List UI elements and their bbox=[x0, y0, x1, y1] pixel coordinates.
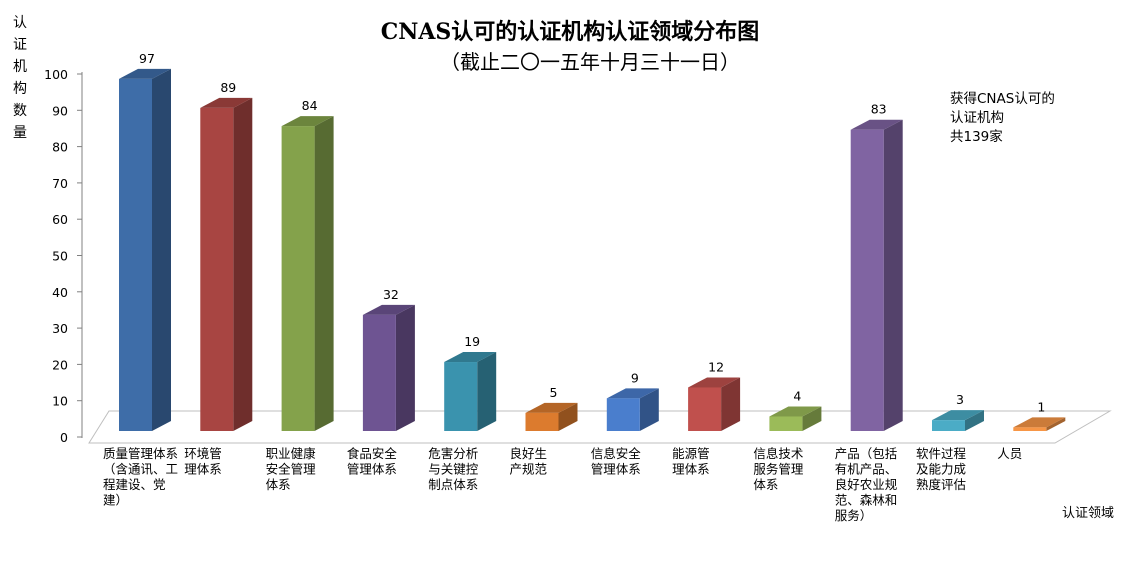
data-label: 83 bbox=[871, 102, 887, 117]
bar-side bbox=[802, 406, 822, 431]
y-tick-label: 20 bbox=[52, 357, 68, 372]
y-axis-label: 认证机构数量 bbox=[13, 15, 27, 141]
data-label: 32 bbox=[383, 287, 399, 302]
data-label: 89 bbox=[220, 80, 236, 95]
category-label: 信息安全管理体系 bbox=[591, 446, 642, 477]
bar bbox=[200, 107, 234, 432]
bar-side bbox=[152, 68, 171, 431]
category-label: 软件过程及能力成熟度评估 bbox=[916, 446, 967, 492]
category-label: 人员 bbox=[997, 446, 1022, 461]
data-label: 97 bbox=[139, 51, 155, 66]
bar bbox=[606, 398, 640, 431]
category-label: 质量管理体系（含通讯、工程建设、党建） bbox=[103, 446, 178, 508]
y-tick-label: 70 bbox=[52, 176, 68, 191]
bar bbox=[932, 420, 965, 431]
y-tick-label: 80 bbox=[52, 140, 68, 155]
data-label: 5 bbox=[550, 385, 558, 400]
bar-side bbox=[395, 304, 415, 431]
bar-top bbox=[362, 304, 415, 315]
bar bbox=[444, 362, 478, 431]
y-tick-label: 30 bbox=[52, 321, 68, 336]
data-label: 3 bbox=[956, 392, 964, 407]
bar-side bbox=[883, 119, 903, 432]
y-tick-label: 100 bbox=[44, 67, 68, 82]
category-label: 信息技术服务管理体系 bbox=[753, 446, 804, 492]
bar-side bbox=[721, 377, 741, 431]
bar-top bbox=[688, 377, 741, 388]
data-label: 9 bbox=[631, 370, 639, 385]
chart-annotation: 获得CNAS认可的 认证机构 共139家 bbox=[950, 91, 1055, 145]
data-label: 4 bbox=[793, 388, 801, 403]
bar-top bbox=[850, 119, 903, 130]
bar bbox=[525, 412, 559, 431]
bar-top bbox=[1013, 417, 1066, 428]
bar-side bbox=[233, 97, 253, 432]
data-label: 84 bbox=[302, 98, 318, 113]
bar-top bbox=[525, 402, 578, 413]
bar bbox=[281, 126, 315, 431]
bar-top bbox=[281, 116, 334, 127]
category-label: 食品安全管理体系 bbox=[347, 446, 398, 477]
data-label: 19 bbox=[464, 334, 480, 349]
bar bbox=[119, 78, 152, 431]
y-tick-label: 10 bbox=[52, 394, 68, 409]
y-tick-label: 60 bbox=[52, 212, 68, 227]
bar bbox=[688, 387, 722, 431]
bar-top bbox=[444, 352, 497, 363]
category-label: 危害分析与关键控制点体系 bbox=[428, 446, 479, 492]
y-tick-label: 50 bbox=[52, 249, 68, 264]
bar-top bbox=[119, 68, 171, 79]
bar-top bbox=[769, 406, 822, 417]
bar-side bbox=[314, 116, 334, 431]
bar bbox=[362, 314, 396, 431]
category-label: 良好生产规范 bbox=[510, 446, 548, 477]
category-label: 职业健康安全管理体系 bbox=[266, 446, 317, 492]
bar bbox=[769, 416, 803, 431]
bar-top bbox=[200, 97, 253, 108]
y-tick-label: 40 bbox=[52, 285, 68, 300]
y-tick-label: 90 bbox=[52, 103, 68, 118]
category-label: 能源管理体系 bbox=[672, 446, 710, 477]
chart-subtitle: （截止二〇一五年十月三十一日） bbox=[440, 50, 740, 74]
data-label: 12 bbox=[708, 359, 724, 374]
bar-side bbox=[1046, 417, 1066, 431]
category-label: 产品（包括有机产品、良好农业规范、森林和服务） bbox=[835, 446, 898, 523]
bar-top bbox=[606, 388, 659, 399]
bar-top bbox=[932, 410, 984, 421]
bar bbox=[850, 129, 884, 431]
category-label: 环境管理体系 bbox=[184, 446, 222, 477]
chart-title: CNAS认可的认证机构认证领域分布图 bbox=[380, 19, 760, 45]
y-tick-label: 0 bbox=[60, 430, 68, 445]
x-axis-label: 认证领域 bbox=[1062, 506, 1115, 521]
data-label: 1 bbox=[1037, 399, 1045, 414]
bar-side bbox=[639, 388, 659, 431]
bar-side bbox=[477, 352, 497, 431]
bar-side bbox=[965, 410, 984, 431]
bar bbox=[1013, 427, 1047, 431]
bar-side bbox=[558, 402, 578, 431]
